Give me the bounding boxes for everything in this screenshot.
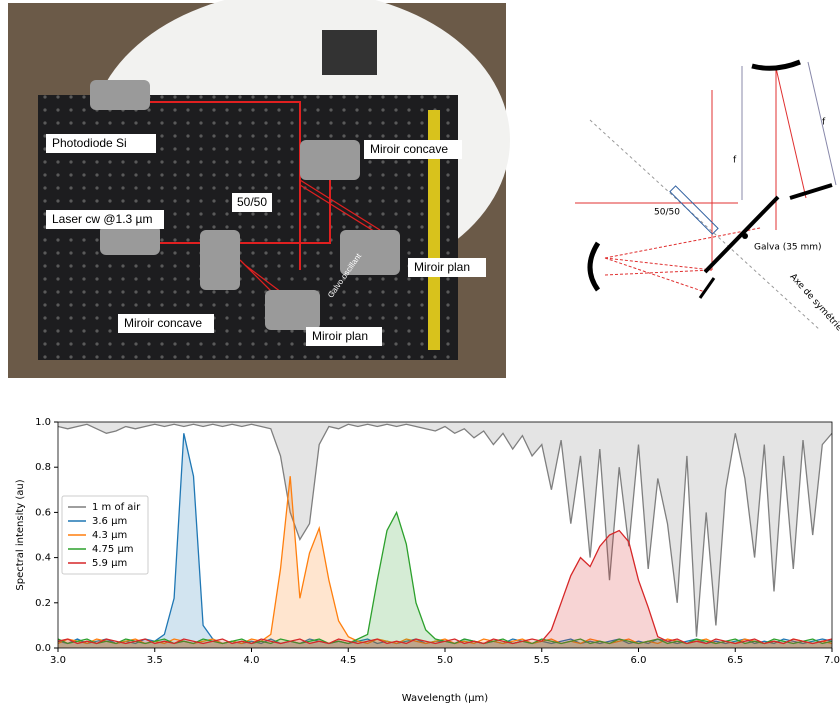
legend-label: 5.9 µm [92,558,127,569]
photo-label: 50/50 [237,195,267,209]
photo: Photodiode Si Miroir concave 50/50 Laser… [8,0,510,378]
chart: 3.0 3.5 4.0 4.5 5.0 5.5 6.0 6.5 7.0 0.0 0.2 0.4 0.6 0… [35,417,840,666]
photo-label: Miroir concave [370,142,448,156]
y-tick-label: 0.0 [35,643,51,654]
y-tick-label: 1.0 [35,417,51,428]
x-tick-label: 4.5 [340,655,356,666]
photo-label: Laser cw @1.3 µm [52,212,152,226]
x-tick-label: 7.0 [824,655,840,666]
photo-label: Miroir concave [124,316,202,330]
x-tick-label: 6.0 [631,655,647,666]
y-tick-label: 0.4 [35,553,51,564]
x-tick-label: 4.0 [244,655,260,666]
x-tick-label: 5.0 [437,655,453,666]
x-tick-label: 6.5 [727,655,743,666]
legend-label: 4.3 µm [92,530,127,541]
diagram-label: 50/50 [654,208,680,218]
legend-label: 4.75 µm [92,544,134,555]
x-tick-label: 3.5 [147,655,163,666]
y-tick-label: 0.8 [35,462,51,473]
photo-label: Miroir plan [414,260,470,274]
diagram-label: Galva (35 mm) [754,243,822,253]
x-axis-label: Wavelength (µm) [402,693,489,704]
diagram-label: Axe de symétrie [788,271,840,333]
legend-label: 3.6 µm [92,516,127,527]
figure: Photodiode Si Miroir concave 50/50 Laser… [0,0,840,706]
diagram-label: f [822,118,826,128]
y-axis-label: Spectral intensity (au) [15,479,26,590]
photo-label: Miroir plan [312,329,368,343]
photo-label: Photodiode Si [52,136,127,150]
y-tick-label: 0.2 [35,598,51,609]
legend-label: 1 m of air [92,502,141,513]
x-tick-label: 5.5 [534,655,550,666]
y-tick-label: 0.6 [35,507,51,518]
diagram-label: f [733,156,737,166]
x-tick-label: 3.0 [50,655,66,666]
diagram: f f 50/50 Galva (35 mm) Axe de symétrie [575,62,840,334]
